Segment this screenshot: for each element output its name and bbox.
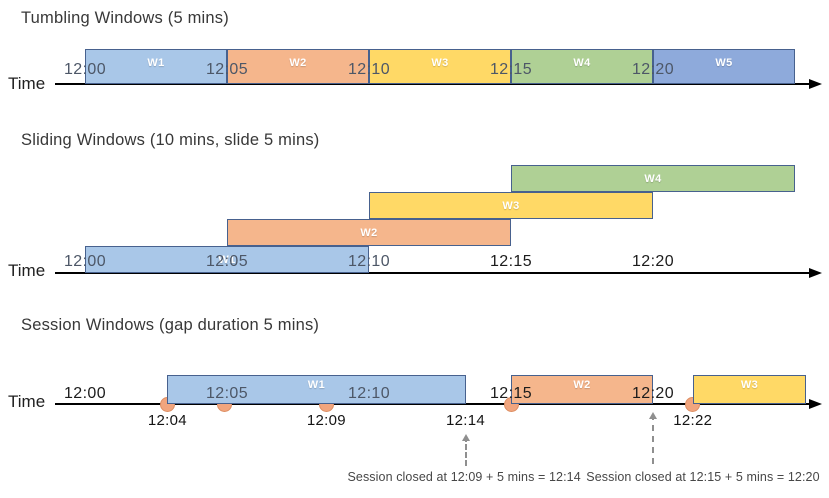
- tick-label: 12:05: [205, 61, 249, 78]
- window-box-w4: W4: [511, 49, 653, 84]
- window-box-w3: W3: [369, 49, 511, 84]
- time-axis: [55, 83, 809, 85]
- axis-arrow-icon: [809, 79, 822, 89]
- tick-label: 12:00: [63, 385, 107, 402]
- window-box-w2: W2: [227, 219, 511, 246]
- window-box-w1: W1: [167, 375, 466, 404]
- window-label: W2: [360, 226, 378, 239]
- axis-arrow-icon: [809, 268, 822, 278]
- annotation-text: Session closed at 12:09 + 5 mins = 12:14: [347, 470, 581, 484]
- annotation-arrow: [461, 434, 470, 466]
- tick-label: 12:20: [631, 385, 675, 402]
- tick-label: 12:20: [631, 61, 675, 78]
- tick-label: 12:15: [489, 61, 533, 78]
- window-box-w4: W4: [511, 165, 795, 192]
- window-label: W1: [218, 253, 236, 266]
- arrow-up-icon: [649, 412, 657, 419]
- window-label: W2: [289, 57, 307, 69]
- time-axis-label: Time: [8, 392, 46, 411]
- tick-label: 12:15: [489, 253, 533, 270]
- window-box-w2: W2: [511, 375, 653, 404]
- annotation-arrow: [649, 412, 657, 464]
- tick-label: 12:10: [347, 385, 391, 402]
- axis-arrow-icon: [809, 399, 822, 409]
- event-time-label: 12:22: [673, 412, 713, 429]
- tumbling-diagram-title: Tumbling Windows (5 mins): [21, 9, 229, 27]
- window-label: W5: [715, 57, 733, 69]
- time-axis-label: Time: [8, 74, 46, 93]
- tick-label: 12:10: [347, 253, 391, 270]
- tick-label: 12:00: [63, 61, 107, 78]
- window-label: W3: [431, 57, 449, 69]
- time-axis: [55, 403, 809, 405]
- window-box-w1: W1: [85, 49, 227, 84]
- tick-label: 12:10: [347, 61, 391, 78]
- tick-label: 12:05: [205, 385, 249, 402]
- window-label: W4: [573, 57, 591, 69]
- window-label: W4: [644, 172, 662, 185]
- sliding-diagram-title: Sliding Windows (10 mins, slide 5 mins): [21, 131, 320, 149]
- event-time-label: 12:14: [446, 412, 486, 429]
- tick-label: 12:00: [63, 253, 107, 270]
- window-label: W3: [502, 199, 520, 212]
- annotation-text: Session closed at 12:15 + 5 mins = 12:20: [586, 470, 820, 484]
- window-box-w3: W3: [369, 192, 653, 219]
- window-box-w3: W3: [692, 375, 807, 404]
- tick-label: 12:15: [489, 385, 533, 402]
- tick-label: 12:05: [205, 253, 249, 270]
- event-time-label: 12:09: [306, 412, 346, 429]
- window-label: W1: [147, 57, 165, 69]
- window-box-w1: W1: [85, 246, 369, 273]
- window-label: W2: [573, 379, 591, 391]
- session-diagram-title: Session Windows (gap duration 5 mins): [21, 316, 320, 334]
- window-box-w5: W5: [653, 49, 795, 84]
- arrow-up-icon: [461, 434, 470, 441]
- time-axis-label: Time: [8, 261, 46, 280]
- time-axis: [55, 272, 809, 274]
- event-time-label: 12:04: [147, 412, 187, 429]
- window-label: W1: [307, 379, 326, 391]
- window-box-w2: W2: [227, 49, 369, 84]
- tick-label: 12:20: [631, 253, 675, 270]
- window-label: W3: [740, 379, 759, 391]
